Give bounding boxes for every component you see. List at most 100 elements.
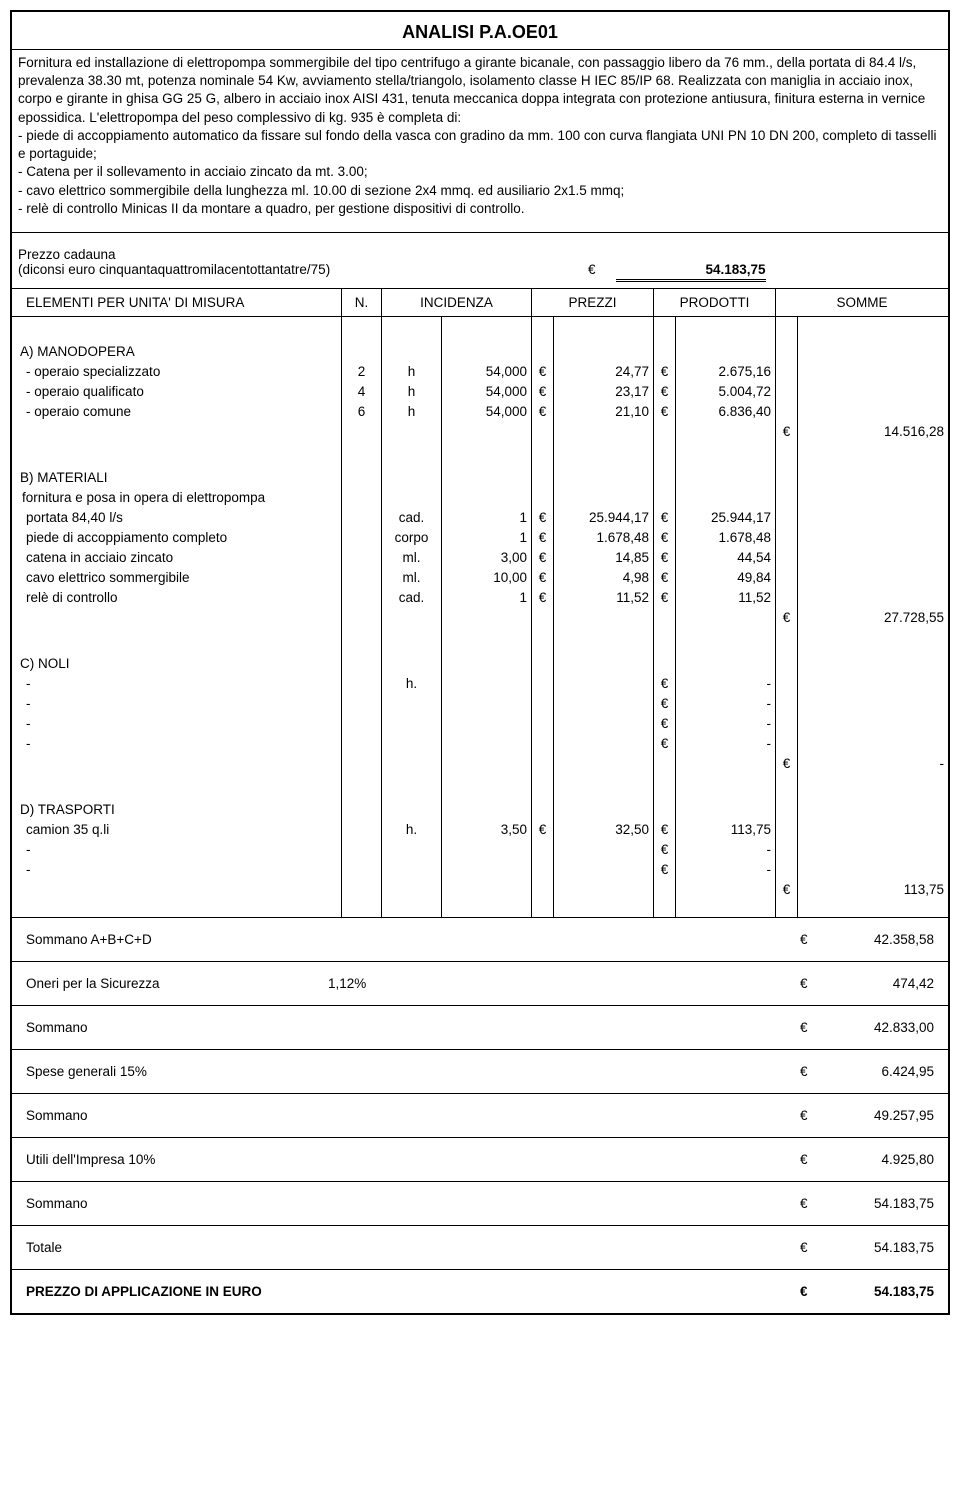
table-cell	[532, 755, 554, 775]
price-label-2: (diconsi euro cinquantaquattromilacentot…	[18, 262, 538, 282]
table-cell	[776, 861, 798, 881]
table-cell: -	[676, 735, 776, 755]
table-cell	[554, 609, 654, 629]
table-cell	[654, 343, 676, 363]
table-cell	[654, 443, 676, 469]
table-cell	[342, 609, 382, 629]
table-cell	[676, 629, 776, 655]
spacer	[528, 1284, 800, 1299]
table-cell	[342, 423, 382, 443]
table-cell	[798, 715, 948, 735]
total-pct	[328, 1196, 528, 1211]
table-cell	[798, 629, 948, 655]
table-cell: - operaio specializzato	[12, 363, 342, 383]
table-cell	[12, 443, 342, 469]
table-cell: 21,10	[554, 403, 654, 423]
table-row	[12, 317, 948, 343]
table-row: A) MANODOPERA	[12, 343, 948, 363]
table-cell: relè di controllo	[12, 589, 342, 609]
table-cell	[798, 509, 948, 529]
table-cell: -	[12, 695, 342, 715]
table-cell: -	[676, 715, 776, 735]
total-label: Sommano	[18, 1196, 328, 1211]
table-cell	[382, 423, 442, 443]
col-n: N.	[342, 289, 382, 316]
table-cell	[798, 469, 948, 489]
table-cell: €	[654, 549, 676, 569]
total-pct	[328, 1020, 528, 1035]
table-row: relè di controllocad.1€11,52€11,52	[12, 589, 948, 609]
table-row: -€-	[12, 695, 948, 715]
total-row: Sommano€49.257,95	[12, 1093, 948, 1137]
table-cell	[776, 529, 798, 549]
table-cell: portata 84,40 l/s	[12, 509, 342, 529]
table-cell	[554, 715, 654, 735]
table-cell: corpo	[382, 529, 442, 549]
table-cell: 11,52	[676, 589, 776, 609]
table-cell: 1	[442, 509, 532, 529]
total-row: Sommano€54.183,75	[12, 1181, 948, 1225]
table-row: C) NOLI	[12, 655, 948, 675]
total-value: 42.358,58	[822, 932, 942, 947]
table-cell	[798, 489, 948, 509]
table-cell	[382, 317, 442, 343]
table-cell	[12, 423, 342, 443]
spacer	[528, 1152, 800, 1167]
euro-symbol: €	[800, 1064, 822, 1079]
table-cell	[676, 755, 776, 775]
table-row: €-	[12, 755, 948, 775]
table-cell	[342, 529, 382, 549]
total-pct: 1,12%	[328, 976, 528, 991]
table-cell: -	[676, 695, 776, 715]
table-cell	[442, 675, 532, 695]
table-cell: -	[676, 841, 776, 861]
price-label-1: Prezzo cadauna	[18, 247, 942, 262]
table-cell	[676, 469, 776, 489]
table-cell	[12, 609, 342, 629]
total-label: Totale	[18, 1240, 328, 1255]
euro-symbol: €	[800, 1152, 822, 1167]
table-cell	[654, 489, 676, 509]
table-cell	[654, 881, 676, 901]
table-cell	[676, 317, 776, 343]
table-cell	[676, 443, 776, 469]
total-pct	[328, 1284, 528, 1299]
table-cell	[676, 881, 776, 901]
table-cell: €	[532, 363, 554, 383]
euro-symbol: €	[800, 1196, 822, 1211]
table-cell	[382, 801, 442, 821]
euro-symbol: €	[800, 1284, 822, 1299]
table-cell	[654, 423, 676, 443]
table-cell: 14,85	[554, 549, 654, 569]
table-row: portata 84,40 l/scad.1€25.944,17€25.944,…	[12, 509, 948, 529]
total-label: Oneri per la Sicurezza	[18, 976, 328, 991]
table-cell	[532, 469, 554, 489]
table-cell	[442, 655, 532, 675]
table-cell	[342, 629, 382, 655]
col-inc: INCIDENZA	[382, 289, 532, 316]
table-cell	[776, 469, 798, 489]
table-cell	[442, 901, 532, 917]
table-cell	[382, 695, 442, 715]
table-cell	[554, 489, 654, 509]
table-cell: catena in acciaio zincato	[12, 549, 342, 569]
table-cell	[798, 383, 948, 403]
table-cell: €	[776, 423, 798, 443]
total-value: 49.257,95	[822, 1108, 942, 1123]
table-cell: ml.	[382, 569, 442, 589]
table-cell	[676, 609, 776, 629]
table-cell	[342, 489, 382, 509]
table-cell: cad.	[382, 509, 442, 529]
total-value: 4.925,80	[822, 1152, 942, 1167]
table-cell	[382, 901, 442, 917]
table-cell	[342, 589, 382, 609]
table-cell	[442, 469, 532, 489]
table-cell	[342, 735, 382, 755]
table-cell: 25.944,17	[676, 509, 776, 529]
table-cell	[342, 801, 382, 821]
table-cell	[676, 801, 776, 821]
table-cell	[342, 755, 382, 775]
table-cell	[798, 735, 948, 755]
table-cell	[342, 861, 382, 881]
col-desc: ELEMENTI PER UNITA' DI MISURA	[12, 289, 342, 316]
